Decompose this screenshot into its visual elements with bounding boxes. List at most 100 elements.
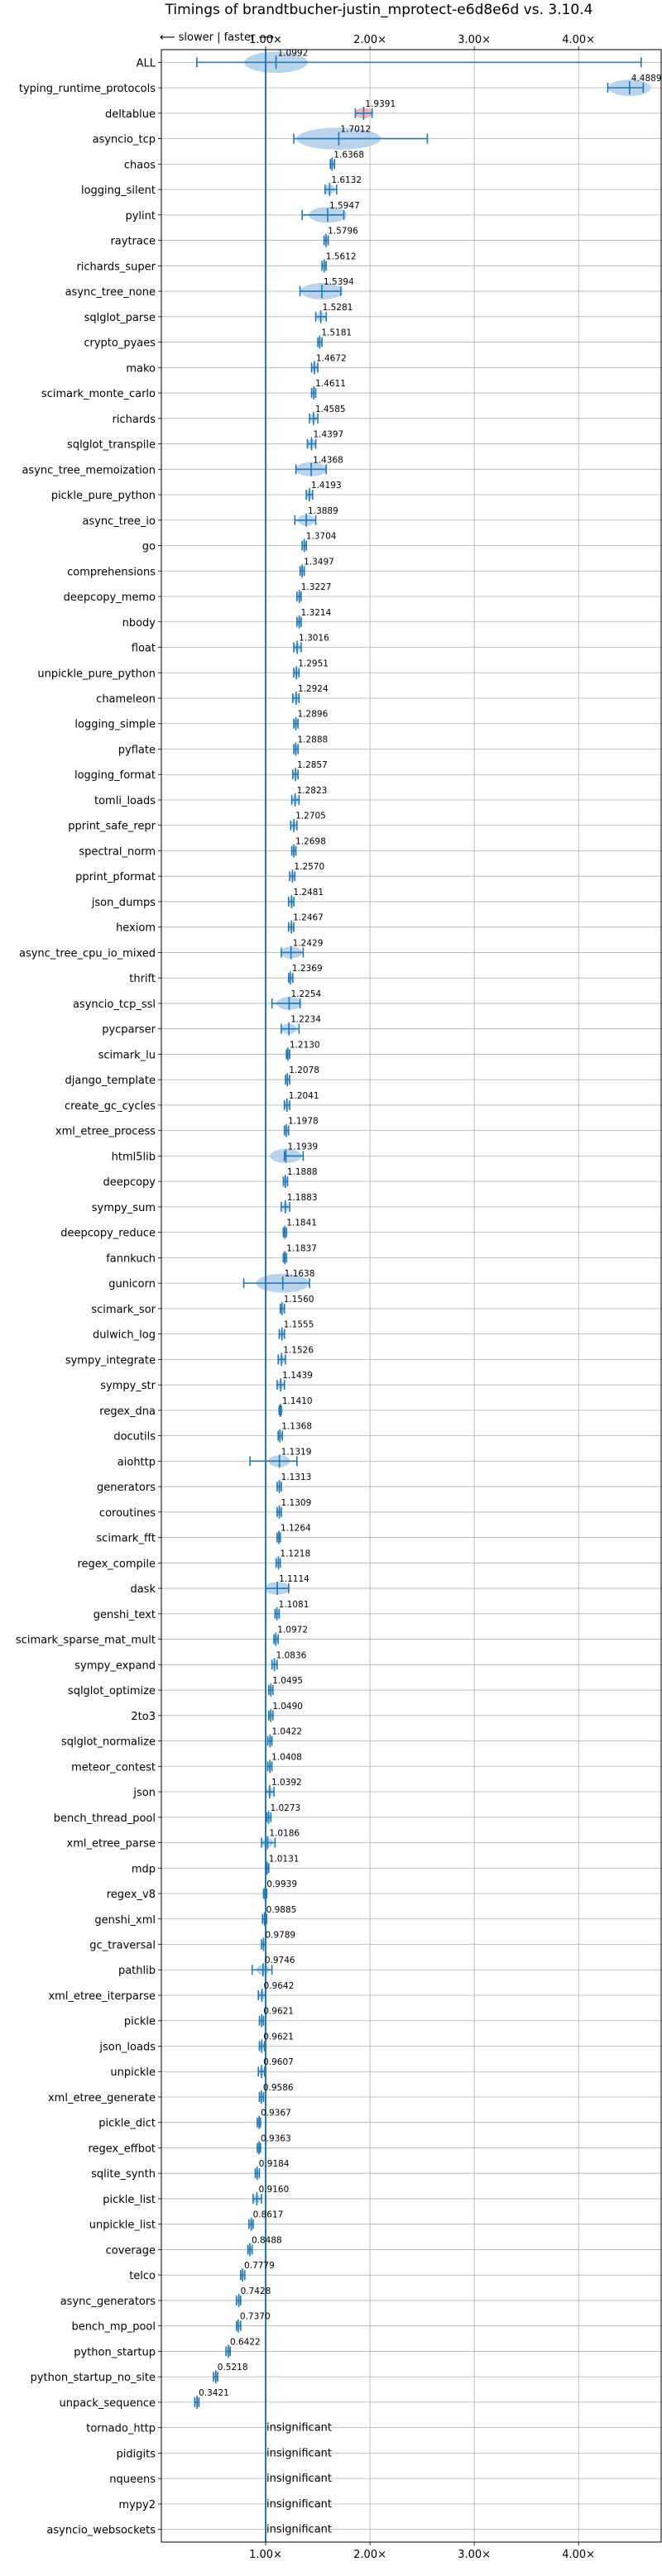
benchmark-name: pycparser bbox=[102, 1024, 156, 1037]
benchmark-name: sqlglot_parse bbox=[84, 312, 156, 324]
value-label: 1.5796 bbox=[328, 227, 358, 237]
value-label: 1.2254 bbox=[290, 989, 321, 999]
value-label: 1.1939 bbox=[287, 1142, 318, 1152]
benchmark-name: scimark_lu bbox=[98, 1049, 156, 1061]
value-label: 1.5181 bbox=[321, 328, 352, 338]
benchmark-name: async_tree_none bbox=[65, 286, 156, 299]
x-tick-label: 3.00× bbox=[458, 34, 491, 46]
benchmark-name: sympy_integrate bbox=[65, 1354, 156, 1367]
value-label: 1.2698 bbox=[295, 836, 326, 846]
benchmark-name: tomli_loads bbox=[94, 795, 156, 807]
violin-layer bbox=[194, 51, 651, 2406]
x-tick-label: 4.00× bbox=[562, 2549, 595, 2561]
value-label: 1.1439 bbox=[282, 1371, 313, 1381]
value-label: 1.0972 bbox=[277, 1626, 308, 1635]
benchmark-name: telco bbox=[129, 2270, 156, 2282]
benchmark-name: gunicorn bbox=[108, 1278, 156, 1290]
benchmark-name: sqlglot_transpile bbox=[67, 439, 156, 452]
value-label: 0.9184 bbox=[259, 2159, 290, 2169]
benchmark-name: sqlglot_normalize bbox=[61, 1736, 156, 1749]
benchmark-name: create_gc_cycles bbox=[65, 1100, 156, 1113]
value-label: 1.6132 bbox=[331, 175, 362, 185]
value-label: 1.0273 bbox=[270, 1803, 300, 1813]
benchmark-name: fannkuch bbox=[106, 1252, 156, 1265]
value-label: 1.1526 bbox=[283, 1345, 314, 1355]
value-label: 0.3421 bbox=[199, 2388, 229, 2398]
value-label: 0.9642 bbox=[264, 1981, 295, 1991]
benchmark-name: async_tree_cpu_io_mixed bbox=[19, 947, 156, 960]
benchmark-name: deepcopy_memo bbox=[64, 591, 156, 604]
benchmark-name: pickle_dict bbox=[98, 2118, 156, 2130]
benchmark-name: scimark_sparse_mat_mult bbox=[16, 1635, 156, 1647]
benchmark-name: pprint_pformat bbox=[75, 871, 156, 883]
value-label: 1.3016 bbox=[299, 634, 329, 644]
insignificant-label: insignificant bbox=[266, 2498, 332, 2511]
value-label: 1.6368 bbox=[333, 150, 364, 160]
value-label: 0.8617 bbox=[253, 2210, 284, 2220]
value-label: 0.9607 bbox=[263, 2057, 294, 2067]
value-label: 0.9746 bbox=[265, 1956, 295, 1966]
plot-frame bbox=[161, 49, 662, 2543]
value-label: 1.7012 bbox=[340, 125, 371, 135]
benchmark-name: scimark_monte_carlo bbox=[41, 388, 156, 400]
benchmark-name: json_dumps bbox=[91, 897, 156, 909]
direction-note: ⟵ slower | faster ⟶ bbox=[160, 31, 274, 44]
benchmark-name: async_tree_memoization bbox=[22, 464, 156, 476]
benchmark-name: mdp bbox=[132, 1863, 156, 1875]
x-tick-label: 3.00× bbox=[458, 2549, 491, 2561]
value-label: 1.1114 bbox=[279, 1574, 309, 1584]
value-label: 0.9939 bbox=[266, 1879, 297, 1889]
value-label: 1.3889 bbox=[308, 506, 338, 516]
value-label: 1.2823 bbox=[297, 786, 328, 796]
benchmark-name: sqlglot_optimize bbox=[68, 1685, 156, 1697]
benchmark-name: regex_v8 bbox=[107, 1889, 156, 1901]
benchmark-name: hexiom bbox=[116, 922, 156, 935]
value-label: 1.1555 bbox=[284, 1320, 314, 1330]
value-label: 1.4672 bbox=[316, 353, 347, 363]
benchmark-name: sympy_str bbox=[100, 1380, 156, 1392]
benchmark-name: unpickle bbox=[110, 2066, 156, 2079]
benchmark-name: unpickle_pure_python bbox=[37, 668, 156, 680]
insignificant-label: insignificant bbox=[266, 2473, 332, 2485]
value-label: 0.9160 bbox=[258, 2185, 289, 2195]
benchmark-name: python_startup_no_site bbox=[31, 2372, 156, 2384]
benchmark-name: dask bbox=[130, 1583, 156, 1596]
value-label: 1.1883 bbox=[287, 1193, 318, 1203]
value-label: 1.1309 bbox=[281, 1498, 312, 1508]
value-label: 1.2481 bbox=[293, 888, 324, 898]
value-label: 1.2130 bbox=[290, 1040, 320, 1050]
benchmark-name: regex_effbot bbox=[88, 2143, 156, 2155]
benchmark-name: generators bbox=[97, 1482, 156, 1494]
value-label: 1.2369 bbox=[292, 964, 323, 974]
value-label: 1.2041 bbox=[289, 1091, 319, 1101]
benchmark-name: richards_super bbox=[76, 261, 156, 273]
value-label: 0.7428 bbox=[241, 2286, 271, 2296]
benchmark-name: deepcopy bbox=[103, 1176, 156, 1189]
value-label: 1.1081 bbox=[279, 1600, 309, 1610]
x-tick-label: 2.00× bbox=[353, 34, 386, 46]
value-label: 1.0408 bbox=[271, 1752, 302, 1762]
value-label: 1.2570 bbox=[294, 862, 324, 872]
benchmark-name: async_tree_io bbox=[82, 515, 156, 528]
benchmark-name: bench_mp_pool bbox=[71, 2321, 156, 2334]
benchmark-name: deltablue bbox=[105, 108, 156, 121]
y-tick-labels: ALL typing_runtime_protocols deltablue asyn… bbox=[16, 57, 161, 2537]
value-label: 1.1837 bbox=[286, 1243, 317, 1253]
benchmark-name: comprehensions bbox=[67, 566, 156, 578]
value-label: 0.9789 bbox=[265, 1930, 295, 1940]
benchmark-name: nqueens bbox=[109, 2473, 156, 2486]
benchmark-name: richards bbox=[113, 414, 156, 426]
benchmark-name: pprint_safe_repr bbox=[68, 821, 156, 833]
value-label: 1.4611 bbox=[315, 379, 346, 389]
value-label: 0.8488 bbox=[252, 2235, 282, 2245]
benchmark-name: raytrace bbox=[110, 236, 156, 248]
value-label: 1.5281 bbox=[323, 303, 353, 313]
benchmark-name: spectral_norm bbox=[79, 845, 156, 858]
benchmark-name: xml_etree_iterparse bbox=[48, 1990, 156, 2003]
benchmark-name: aiohttp bbox=[118, 1456, 156, 1468]
value-label: 0.5218 bbox=[218, 2363, 248, 2373]
value-label: 1.1560 bbox=[284, 1295, 314, 1305]
benchmark-name: unpack_sequence bbox=[59, 2397, 156, 2410]
value-label: 1.4193 bbox=[311, 481, 342, 491]
value-label: 1.1978 bbox=[288, 1117, 319, 1127]
